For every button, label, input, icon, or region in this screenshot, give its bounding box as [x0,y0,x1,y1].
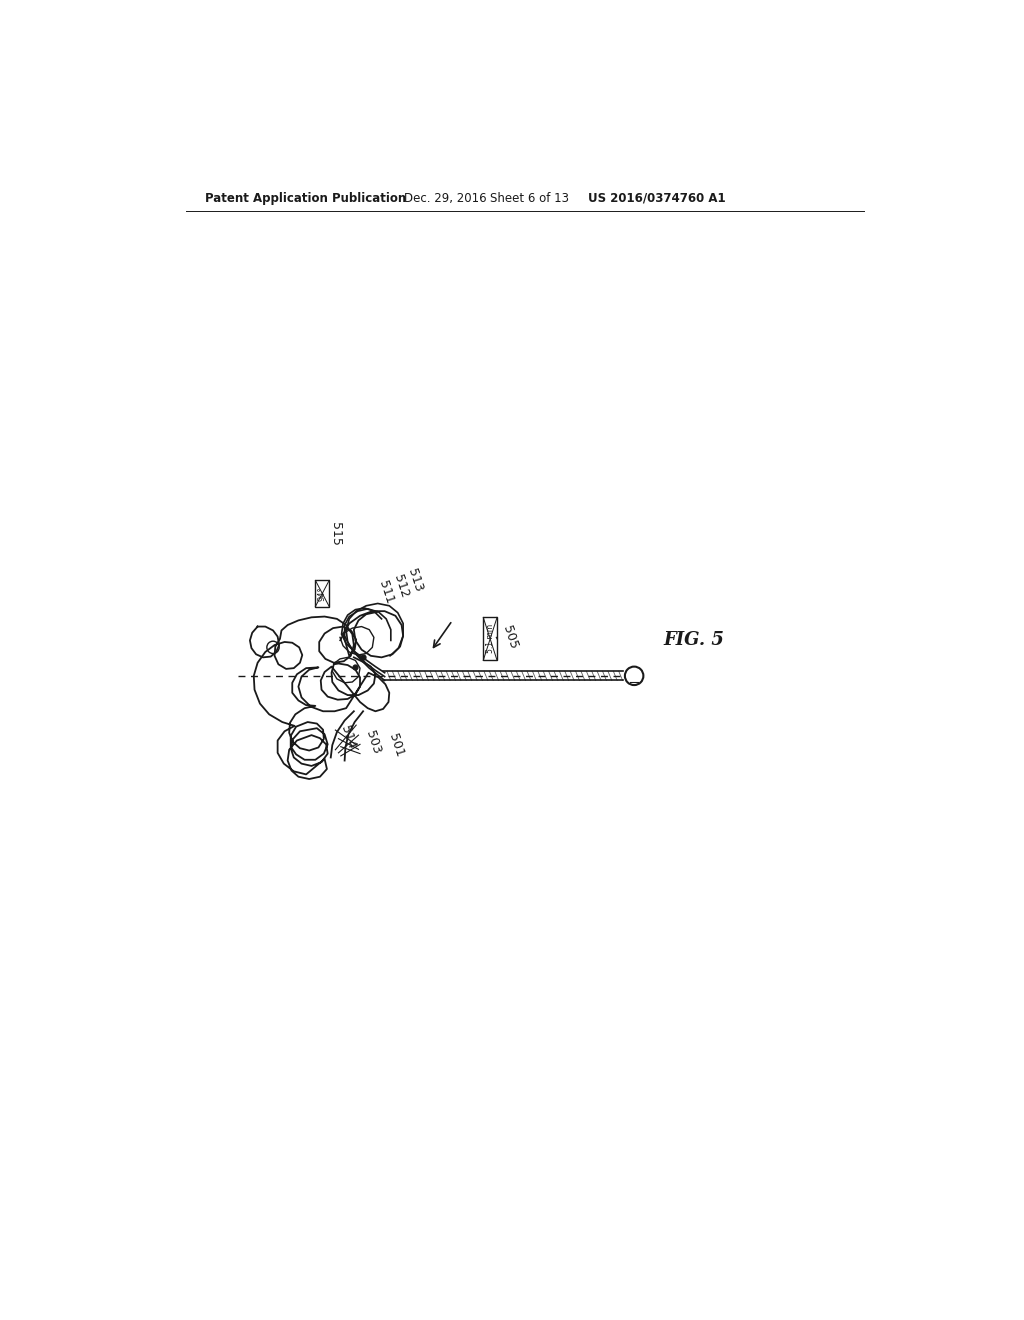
Text: 515: 515 [330,523,342,546]
Text: 514: 514 [338,725,357,751]
Text: 513: 513 [406,568,425,594]
Text: 5.1 mm: 5.1 mm [485,624,495,653]
Text: Dec. 29, 2016: Dec. 29, 2016 [403,191,486,205]
Circle shape [625,667,643,685]
Text: FIG. 5: FIG. 5 [664,631,724,648]
Bar [315,581,330,607]
Text: 505: 505 [500,624,520,651]
Text: 503: 503 [364,729,383,755]
Polygon shape [343,611,403,657]
Bar [483,618,497,660]
Text: 512: 512 [391,573,411,599]
Text: Patent Application Publication: Patent Application Publication [205,191,407,205]
Text: 94°: 94° [317,586,327,601]
Text: 501: 501 [386,731,407,759]
Text: 511: 511 [377,578,396,605]
Text: Sheet 6 of 13: Sheet 6 of 13 [490,191,569,205]
Text: US 2016/0374760 A1: US 2016/0374760 A1 [588,191,726,205]
Polygon shape [254,616,389,779]
Polygon shape [250,627,280,657]
